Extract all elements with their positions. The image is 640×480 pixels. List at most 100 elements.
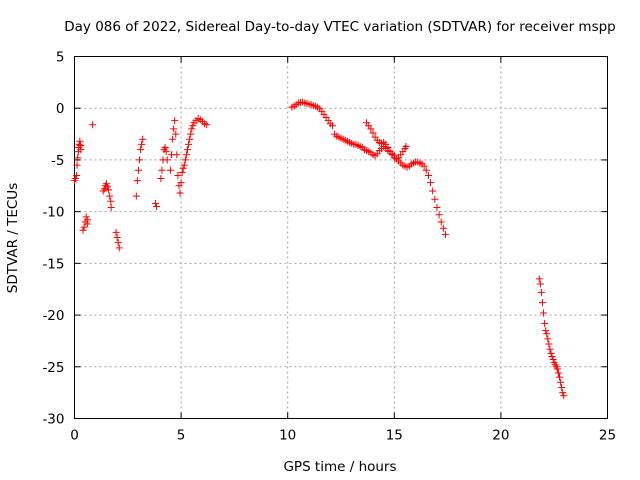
data-point	[544, 335, 552, 343]
data-point	[170, 125, 178, 133]
data-point	[182, 151, 190, 159]
data-point	[79, 226, 87, 234]
y-tick-label: -10	[42, 205, 64, 221]
data-point	[157, 175, 165, 183]
data-point	[384, 144, 392, 152]
data-point	[138, 140, 146, 148]
x-tick-label: 5	[177, 428, 186, 444]
data-point	[420, 162, 428, 170]
data-point	[171, 117, 179, 125]
y-axis-label: SDTVAR / TECUs	[5, 183, 21, 293]
data-point	[75, 140, 83, 148]
data-point	[542, 327, 550, 335]
data-point	[185, 140, 193, 148]
data-point	[76, 137, 84, 145]
data-point	[558, 383, 566, 391]
y-tick-label: 5	[56, 50, 65, 66]
data-point	[181, 156, 189, 164]
data-point	[162, 148, 170, 156]
data-point	[107, 204, 115, 212]
plot-frame	[74, 56, 608, 419]
data-point	[433, 204, 441, 212]
x-tick-label: 15	[386, 428, 403, 444]
data-point	[137, 146, 145, 154]
x-axis-label: GPS time / hours	[283, 459, 396, 475]
data-point	[177, 179, 185, 187]
data-point	[139, 135, 147, 143]
y-tick-label: -20	[42, 308, 64, 324]
data-point	[369, 129, 377, 137]
y-tick-label: -30	[42, 412, 64, 428]
data-point	[545, 340, 553, 348]
data-point	[134, 166, 142, 174]
data-point	[535, 275, 543, 283]
data-point	[74, 154, 82, 162]
data-point	[73, 161, 81, 169]
data-point	[429, 187, 437, 195]
data-point	[188, 125, 196, 133]
data-point	[102, 180, 110, 188]
data-points	[71, 98, 568, 400]
data-point	[367, 125, 375, 133]
data-point	[114, 239, 122, 247]
data-point	[560, 392, 568, 400]
data-point	[169, 135, 177, 143]
data-point	[537, 288, 545, 296]
data-point	[153, 202, 161, 210]
data-point	[554, 369, 562, 377]
data-point	[548, 352, 556, 360]
data-point	[82, 213, 90, 221]
data-point	[132, 192, 140, 200]
data-point	[540, 309, 548, 317]
data-point	[557, 378, 565, 386]
data-point	[183, 146, 191, 154]
y-tick-label: -15	[42, 256, 64, 272]
data-point	[133, 177, 141, 185]
data-point	[174, 171, 182, 179]
data-point	[203, 121, 211, 129]
data-point	[187, 130, 195, 138]
data-point	[431, 195, 439, 203]
x-tick-label: 0	[70, 428, 79, 444]
data-point	[84, 216, 92, 224]
data-point	[559, 389, 567, 397]
x-tick-label: 25	[599, 428, 616, 444]
y-tick-label: 0	[56, 101, 65, 117]
data-point	[435, 211, 443, 219]
data-point	[104, 183, 112, 191]
data-point	[439, 224, 447, 232]
x-tick-label: 20	[492, 428, 509, 444]
data-point	[179, 164, 187, 172]
data-point	[72, 175, 80, 183]
y-tick-label: -25	[42, 360, 64, 376]
data-point	[113, 234, 121, 241]
data-point	[547, 349, 555, 357]
data-point	[105, 186, 113, 194]
data-point	[106, 192, 114, 200]
data-point	[173, 151, 181, 159]
axis-ticks: 0 5 10 15 20 25 5 0 -5 -10 -15 -20 -25 -30	[42, 50, 616, 444]
data-point	[541, 319, 549, 327]
x-tick-label: 10	[279, 428, 296, 444]
data-point	[136, 156, 144, 164]
data-point	[553, 365, 561, 373]
data-point	[422, 166, 430, 174]
data-point	[402, 142, 410, 150]
data-point	[107, 197, 115, 205]
data-point	[178, 168, 186, 176]
data-point	[115, 244, 123, 252]
data-point	[89, 121, 97, 129]
data-point	[424, 171, 432, 179]
data-point	[158, 166, 166, 174]
data-point	[543, 330, 551, 338]
data-point	[189, 122, 197, 130]
data-point	[556, 373, 564, 381]
data-point	[546, 345, 554, 353]
data-point	[163, 156, 171, 164]
data-point	[186, 135, 194, 143]
data-point	[441, 230, 449, 238]
data-point	[161, 144, 169, 152]
data-point	[427, 179, 435, 187]
data-point	[549, 356, 557, 364]
